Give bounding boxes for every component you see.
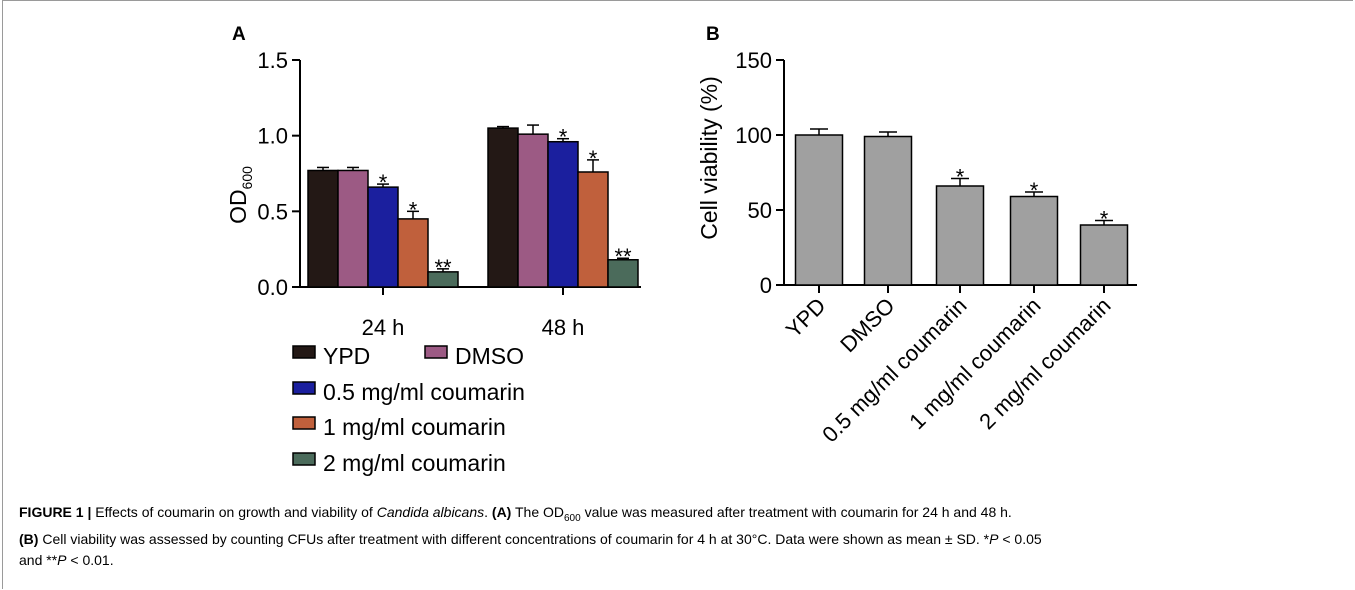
figure-canvas: A B OD600 Cell viability (%) 0.0 0.5 1.0 1.… (225, 24, 1137, 476)
caption-text-1: Effects of coumarin on growth and viabil… (91, 504, 377, 520)
caption-species: Candida albicans (376, 504, 485, 520)
panel-b-x-tick-label: YPD (781, 293, 831, 343)
panel-b-bar (863, 135, 913, 286)
panel-a-bar (487, 127, 519, 288)
panel-a-legend-label: 2 mg/ml coumarin (323, 450, 506, 476)
panel-b-bar (794, 134, 844, 286)
panel-a-y-axis-title-sub: 600 (239, 166, 255, 190)
panel-b-bar (1009, 195, 1059, 286)
panel-a-x-tick-label: 24 h (362, 315, 405, 340)
caption-text-4: value was measured after treatment with … (580, 504, 1012, 520)
caption-tag-a: (A) (491, 504, 512, 520)
panel-a-significance-mark: * (379, 170, 388, 195)
panel-b-significance-mark: * (956, 165, 965, 190)
panel-b-significance-mark: * (1030, 178, 1039, 203)
panel-a-bar (367, 186, 399, 288)
panel-b-significance-mark: * (1100, 207, 1109, 232)
panel-a-legend-swatch (292, 416, 316, 430)
panel-a-bar (397, 218, 429, 288)
panel-b-letter: B (706, 24, 720, 45)
panel-a-bar (517, 133, 549, 288)
panel-a-legend-swatch (292, 345, 316, 359)
panel-a-significance-mark: * (589, 146, 598, 171)
caption-text-5: Cell viability was assessed by counting … (38, 530, 990, 547)
panel-b-bar-chart: 0 50 100 150 YPD DMSO * 0.5 mg/ml coumarin * 1 mg… (735, 48, 1137, 447)
panel-a-legend-label: 0.5 mg/ml coumarin (323, 379, 525, 405)
panel-b-bar (1079, 224, 1129, 286)
panel-a-bar (337, 169, 369, 288)
caption-text-7: and ** (19, 551, 58, 568)
caption-text-6: < 0.05 (998, 530, 1042, 547)
panel-b-x-tick-label: 0.5 mg/ml coumarin (817, 293, 971, 447)
panel-a-y-tick-label: 1.0 (257, 124, 288, 149)
panel-a-x-tick-label: 48 h (542, 315, 585, 340)
panel-b-y-tick-label: 100 (735, 123, 772, 148)
panel-a-significance-mark: ** (434, 255, 452, 280)
panel-b-bar (935, 185, 985, 286)
panel-b-y-tick-label: 50 (748, 198, 772, 223)
caption-label: FIGURE 1 | (19, 504, 92, 520)
panel-a-significance-mark: * (409, 197, 418, 222)
panel-a-y-axis-title-main: OD (225, 189, 251, 224)
panel-a-legend-swatch (292, 381, 316, 395)
panel-a-y-tick-label: 0.0 (257, 275, 288, 300)
caption-p-symbol-1: P (989, 530, 999, 547)
panel-a-significance-mark: ** (614, 244, 632, 269)
caption-od-subscript: 600 (564, 512, 581, 524)
caption-text-3: The OD (511, 504, 564, 520)
panel-b-x-tick-label: DMSO (835, 293, 899, 357)
caption-p-symbol-2: P (57, 551, 67, 568)
caption-tag-b: (B) (19, 530, 39, 547)
panel-a-legend-swatch (424, 345, 448, 359)
caption-text-8: < 0.01. (66, 551, 114, 568)
panel-b-y-tick-label: 0 (760, 273, 772, 298)
panel-b-y-tick-label: 150 (735, 48, 772, 73)
caption-text-2: . (484, 504, 492, 520)
panel-a-legend-swatch (292, 452, 316, 466)
panel-b-y-axis-title: Cell viability (%) (696, 76, 722, 240)
panel-a-bar (547, 140, 579, 288)
panel-a-legend-label: YPD (323, 343, 370, 369)
panel-b-x-tick-label: 1 mg/ml coumarin (904, 293, 1045, 434)
panel-a-significance-mark: * (559, 125, 568, 150)
figure-caption: FIGURE 1 | Effects of coumarin on growth… (19, 502, 1339, 571)
panel-a-bar (577, 171, 609, 288)
panel-a-legend-label: 1 mg/ml coumarin (323, 414, 506, 440)
panel-a-y-axis-title: OD600 (225, 166, 255, 224)
panel-a-y-tick-label: 0.5 (257, 199, 288, 224)
panel-a-bar (307, 169, 339, 288)
panel-a-letter: A (232, 24, 246, 45)
panel-a-y-tick-label: 1.5 (257, 48, 288, 73)
panel-a-legend-label: DMSO (455, 343, 524, 369)
panel-b-x-tick-label: 2 mg/ml coumarin (974, 293, 1115, 434)
